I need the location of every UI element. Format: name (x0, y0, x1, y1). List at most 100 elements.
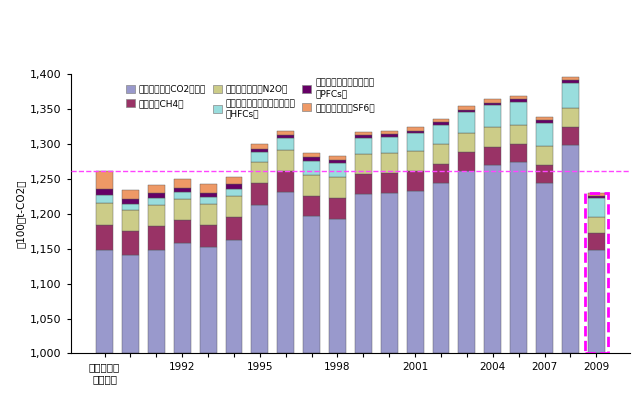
Bar (96, 225, 113, 250)
Bar (511, 125, 527, 144)
Bar (200, 204, 217, 225)
Bar (355, 132, 372, 136)
Bar (148, 185, 165, 194)
Bar (251, 149, 268, 152)
Bar (484, 99, 501, 103)
Bar (536, 183, 553, 353)
Bar (381, 193, 397, 353)
Bar (484, 106, 501, 127)
Bar (122, 199, 139, 204)
Bar (562, 145, 579, 353)
Bar (122, 255, 139, 353)
Bar (174, 192, 190, 199)
Bar (588, 217, 604, 233)
Bar (277, 171, 294, 192)
Bar (355, 174, 372, 194)
Bar (458, 106, 475, 110)
Bar (303, 153, 320, 157)
Bar (484, 147, 501, 165)
Bar (433, 164, 449, 183)
Bar (329, 160, 346, 163)
Bar (511, 144, 527, 162)
Bar (588, 194, 604, 196)
Bar (148, 226, 165, 250)
Bar (588, 233, 604, 250)
Bar (122, 190, 139, 199)
Bar (148, 194, 165, 199)
Legend: 二酸化炭素（CO2）排出, メタン（CH4）, 一酸化二窒素（N2O）, ハイドロフルオロカーボン類
（HFCs）, パーフルオロカーボン類
（PFCs）, 六: 二酸化炭素（CO2）排出, メタン（CH4）, 一酸化二窒素（N2O）, ハイド… (125, 79, 375, 118)
Bar (433, 122, 449, 125)
Bar (433, 144, 449, 164)
Bar (226, 185, 242, 189)
Bar (303, 196, 320, 216)
Bar (174, 199, 190, 220)
Bar (200, 185, 217, 193)
Bar (407, 127, 424, 131)
Bar (277, 150, 294, 171)
Bar (511, 96, 527, 99)
Bar (536, 165, 553, 183)
Bar (226, 217, 242, 240)
Bar (458, 113, 475, 133)
Bar (226, 189, 242, 196)
Bar (588, 196, 604, 199)
Bar (122, 204, 139, 210)
Bar (251, 144, 268, 149)
Bar (251, 152, 268, 162)
Bar (407, 131, 424, 133)
Bar (277, 131, 294, 135)
Bar (148, 199, 165, 205)
Bar (536, 120, 553, 123)
Bar (511, 102, 527, 125)
Bar (174, 243, 190, 353)
Bar (226, 178, 242, 185)
Bar (584, 194, 608, 353)
Bar (174, 188, 190, 192)
Bar (251, 205, 268, 353)
Bar (381, 131, 397, 134)
Bar (381, 153, 397, 173)
Bar (329, 199, 346, 219)
Bar (588, 199, 604, 217)
Bar (407, 191, 424, 353)
Bar (381, 134, 397, 137)
Bar (407, 151, 424, 171)
Y-axis label: （100万t-CO2）: （100万t-CO2） (16, 180, 26, 248)
Bar (562, 108, 579, 127)
Bar (200, 197, 217, 204)
Bar (433, 119, 449, 122)
Bar (174, 180, 190, 188)
Bar (200, 225, 217, 247)
Bar (122, 231, 139, 255)
Bar (407, 134, 424, 151)
Bar (355, 138, 372, 154)
Bar (536, 123, 553, 146)
Bar (407, 171, 424, 191)
Bar (433, 125, 449, 144)
Bar (329, 163, 346, 178)
Bar (484, 165, 501, 353)
Bar (381, 137, 397, 153)
Bar (511, 99, 527, 102)
Bar (148, 250, 165, 353)
Bar (96, 195, 113, 203)
Bar (303, 175, 320, 196)
Bar (200, 247, 217, 353)
Bar (562, 127, 579, 145)
Bar (96, 189, 113, 195)
Bar (251, 162, 268, 183)
Bar (381, 173, 397, 193)
Bar (226, 240, 242, 353)
Bar (458, 110, 475, 113)
Bar (303, 161, 320, 175)
Bar (148, 205, 165, 226)
Bar (226, 196, 242, 217)
Bar (562, 80, 579, 83)
Bar (458, 152, 475, 171)
Bar (200, 193, 217, 197)
Bar (329, 178, 346, 199)
Bar (588, 250, 604, 353)
Bar (511, 162, 527, 353)
Bar (96, 171, 113, 189)
Bar (355, 154, 372, 174)
